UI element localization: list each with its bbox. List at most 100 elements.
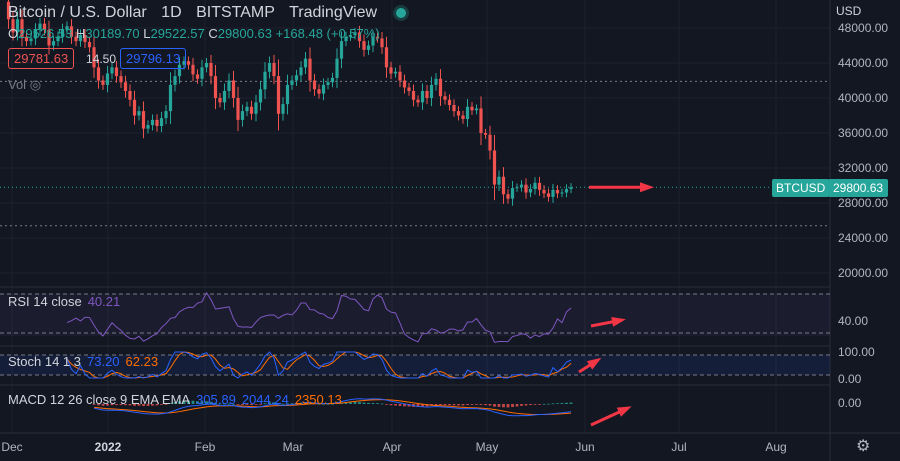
interval[interactable]: 1D [161,4,182,21]
eye-hidden-icon: ◎ [29,77,42,92]
macd-histogram-bar [200,401,204,404]
candle-body [456,111,461,116]
last-price-tag: 29800.63 [828,179,889,197]
macd-histogram-bar [344,401,348,404]
candle-body [281,104,285,114]
close-value: 29800.63 [217,26,272,41]
candle-body [515,187,519,189]
candle-body [38,23,42,30]
macd-histogram-bar [317,403,321,405]
macd-histogram-bar [227,403,231,405]
candle-body [177,64,182,77]
buy-price-button[interactable]: 29796.13 [120,48,187,69]
candle-body [87,42,92,48]
macd-histogram-bar [538,404,541,405]
macd-histogram-bar [385,404,388,405]
candle-body [164,111,168,119]
stoch-legend[interactable]: Stoch 14 1 3 73.20 62.23 [8,354,159,369]
candle-body [569,187,573,189]
macd-histogram-bar [479,404,483,405]
volume-legend[interactable]: Vol ◎ [8,77,42,92]
macd-histogram-bar [133,404,136,406]
candle-body [78,35,83,42]
macd-histogram-bar [502,404,505,408]
rsi-tick-label: 40.00 [838,314,868,328]
macd-histogram-bar [515,404,519,407]
macd-histogram-bar [394,404,397,406]
time-tick-label: Feb [195,440,216,454]
macd-histogram-bar [403,404,406,407]
macd-histogram-bar [439,404,442,406]
candle-body [105,73,110,85]
candle-body [123,82,128,91]
candle-body [429,84,434,98]
macd-legend[interactable]: MACD 12 26 close 9 EMA EMA 305.89 2044.24 2… [8,392,342,407]
macd-histogram-bar [146,404,150,406]
high-value: 30189.70 [85,26,140,41]
candle-body [11,19,15,33]
candle-body [519,184,524,188]
candle-body [15,19,20,33]
candle-body [317,89,321,94]
macd-histogram-bar [277,403,280,405]
candle-body [168,84,173,112]
macd-histogram-bar [245,404,249,405]
candle-body [263,71,267,90]
macd-histogram-bar [124,404,127,406]
macd-histogram-bar [358,401,361,404]
macd-histogram-bar [308,402,312,404]
macd-histogram-bar [304,402,307,404]
candle-body [159,118,164,126]
macd-histogram-bar [407,404,411,407]
stoch-k-line [66,351,572,379]
sell-price-button[interactable]: 29781.63 [8,48,75,69]
time-tick-label: May [476,440,499,454]
macd-histogram-bar [524,404,528,406]
macd-histogram-bar [457,404,460,406]
candle-body [69,26,74,37]
candle-body [366,45,371,50]
candle-body [195,74,200,79]
macd-histogram-bar [470,404,474,405]
candle-body [303,58,308,68]
candle-body [294,75,299,81]
gear-icon[interactable]: ⚙ [856,438,871,455]
candle-body [6,1,11,20]
macd-histogram-bar [493,404,496,407]
macd-histogram-bar [452,404,456,406]
price-tick-label: 44000.00 [838,56,888,70]
macd-histogram-bar [187,400,190,404]
time-tick-label: Apr [383,440,402,454]
macd-histogram-bar [398,404,402,406]
candle-body [560,192,564,194]
candle-body [312,80,317,90]
macd-histogram-bar [272,402,276,404]
market-status-icon [395,7,406,18]
macd-histogram-bar [569,402,573,404]
macd-histogram-bar [362,402,366,404]
ohlc-readout: O29526.53 H30189.70 L29522.57 C29800.63 … [8,26,380,41]
candle-body [231,80,236,98]
candle-body [380,38,384,48]
candle-body [258,89,263,103]
candle-body [29,38,33,42]
macd-histogram-bar [475,404,478,405]
candle-body [276,76,281,114]
candle-body [101,80,105,85]
candle-body [555,189,560,194]
candle-body [200,67,204,79]
macd-histogram-bar [353,401,357,404]
candle-body [393,71,398,74]
currency-label[interactable]: USD [836,4,862,18]
candle-body [524,184,528,193]
macd-histogram-bar [254,404,258,405]
rsi-legend[interactable]: RSI 14 close 40.21 [8,294,121,309]
macd-histogram-bar [205,401,208,404]
time-tick-label: Jun [575,440,594,454]
symbol-title[interactable]: Bitcoin / U.S. Dollar [8,4,147,21]
macd-histogram-bar [101,404,105,406]
price-tick-label: 20000.00 [838,266,888,280]
macd-histogram-bar [281,403,285,405]
macd-histogram-bar [556,403,559,404]
